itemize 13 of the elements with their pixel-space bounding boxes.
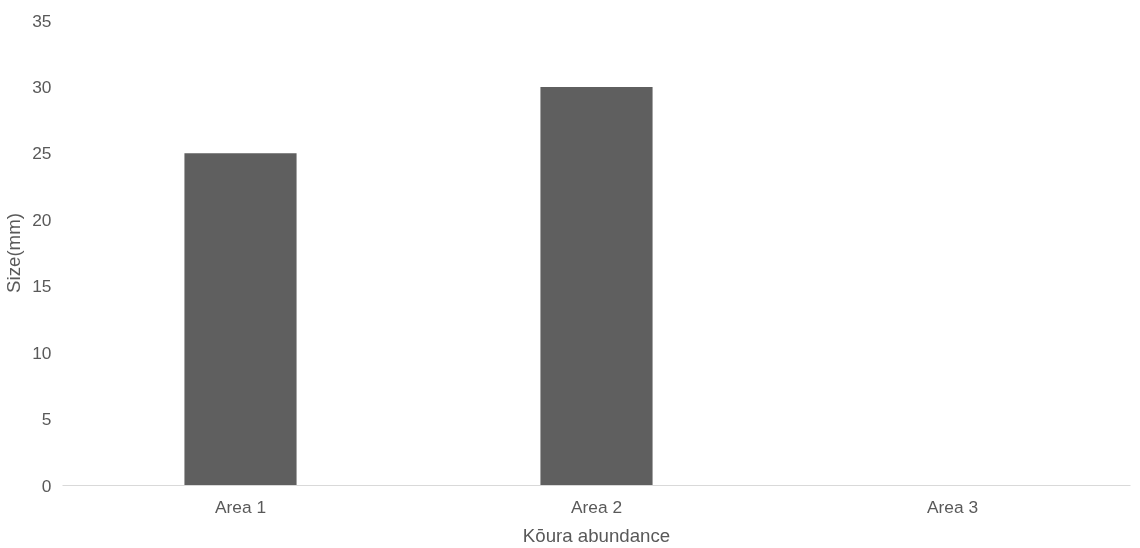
y-tick-label: 25 — [32, 143, 52, 164]
y-tick-label: 30 — [32, 76, 52, 97]
y-tick-label: 35 — [32, 10, 52, 31]
y-tick-label: 15 — [32, 276, 52, 297]
x-tick-label: Area 1 — [214, 496, 267, 517]
x-axis-title: Kōura abundance — [522, 524, 671, 546]
y-tick-label: 10 — [32, 342, 52, 363]
y-tick-label: 5 — [41, 409, 52, 430]
x-tick-label: Area 2 — [570, 496, 623, 517]
y-tick-label: 20 — [32, 209, 52, 230]
y-axis-title: Size(mm) — [3, 213, 25, 293]
y-tick-label: 0 — [41, 475, 52, 496]
x-tick-label: Area 3 — [926, 496, 979, 517]
